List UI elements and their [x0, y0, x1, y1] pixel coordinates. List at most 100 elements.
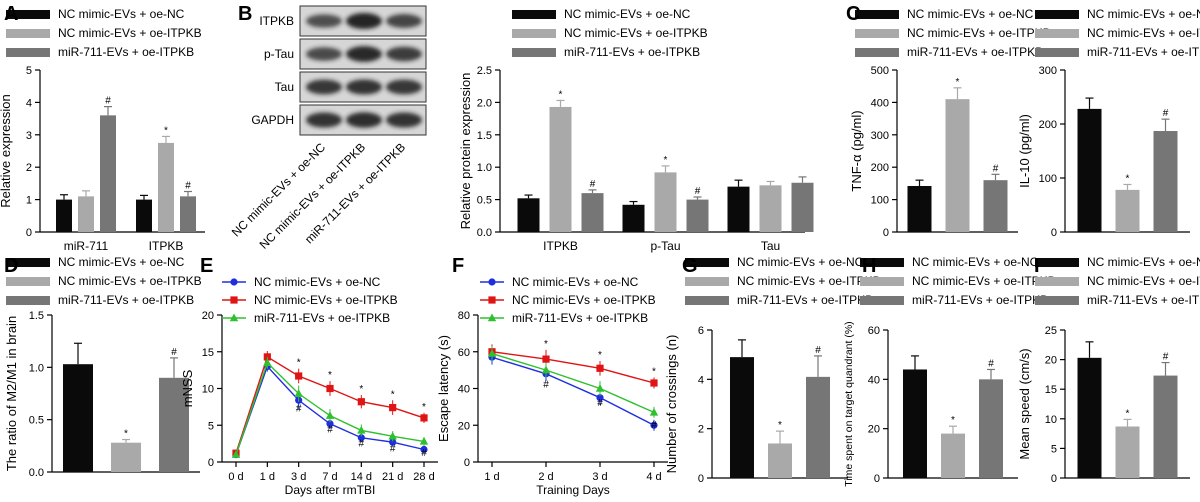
x-tick-label-e-5: 21 d: [382, 471, 403, 483]
significance-mark-f-2: *: [652, 366, 656, 377]
x-tick-label-b-2: Tau: [761, 239, 780, 253]
legend-label-d-0: NC mimic-EVs + oe-NC: [58, 255, 185, 269]
y-tick-label-f-0: 0: [464, 457, 470, 469]
bar-a-0-2: [100, 115, 116, 232]
legend-label-d-1: NC mimic-EVs + oe-ITPKB: [58, 274, 202, 288]
point-f-1-1: [542, 355, 550, 363]
legend-label-b-2: miR-711-EVs + oe-ITPKB: [564, 45, 700, 59]
bar-h-0-1: [941, 433, 965, 478]
significance-mark-b-0-1: *: [559, 89, 563, 100]
legend-swatch-h-1: [860, 277, 904, 286]
x-axis-label-e: Days after rmTBI: [285, 483, 376, 497]
legend-marker-f-1: [488, 296, 496, 304]
y-tick-label-e-3: 15: [202, 347, 214, 359]
bar-h-0-2: [979, 379, 1003, 478]
panel-letter-e: E: [200, 255, 213, 277]
significance-mark-a-1-1: *: [164, 125, 168, 136]
y-tick-label-i-5: 25: [1045, 325, 1057, 337]
point-e-0-4: [357, 434, 365, 442]
bar-h-0-0: [903, 369, 927, 478]
x-tick-label-f-3: 4 d: [646, 471, 661, 483]
blot-band-1-0: [306, 47, 342, 61]
blot-band-2-2: [386, 79, 422, 95]
significance-mark-i-0-2: #: [1163, 352, 1169, 363]
x-tick-label-e-3: 7 d: [322, 471, 337, 483]
y-tick-label-e-1: 5: [208, 420, 214, 432]
point-f-2-0: [487, 349, 497, 357]
y-tick-label-b-2: 1.0: [477, 162, 492, 174]
legend-label-i-0: NC mimic-EVs + oe-NC: [1087, 255, 1200, 269]
legend-marker-e-2: [229, 313, 239, 322]
x-tick-label-f-1: 2 d: [538, 471, 553, 483]
y-tick-label-g-2: 4: [698, 374, 704, 386]
panel-letter-b: B: [238, 3, 252, 25]
y-tick-label-a-2: 2: [26, 162, 32, 174]
bar-d-0-0: [63, 364, 93, 472]
y-tick-label-a-4: 4: [26, 97, 32, 109]
significance-mark-c-0-1: *: [956, 77, 960, 88]
legend-swatch-b-0: [512, 10, 556, 19]
legend-label-e-0: NC mimic-EVs + oe-NC: [254, 275, 381, 289]
legend-label-a-2: miR-711-EVs + oe-ITPKB: [58, 45, 194, 59]
y-tick-label-c2-1: 100: [1039, 173, 1057, 185]
y-tick-label-a-1: 1: [26, 195, 32, 207]
panel-letter-h: H: [862, 255, 876, 277]
significance-mark-e-4: *: [422, 402, 426, 413]
blot-band-2-0: [306, 79, 342, 95]
bar-i-0-2: [1153, 375, 1178, 478]
y-tick-label-d-0: 0.0: [29, 467, 44, 479]
legend-label-c2-1: NC mimic-EVs + oe-ITPKB: [1087, 26, 1200, 40]
point-e-0-6: [420, 445, 428, 454]
significance-mark-f-1: *: [598, 350, 602, 361]
y-axis-label-c2: IL-10 (pg/ml): [1017, 114, 1032, 188]
significance-mark-i-0-1: *: [1126, 408, 1130, 419]
legend-swatch-h-0: [860, 258, 904, 267]
y-tick-label-a-3: 3: [26, 130, 32, 142]
legend-swatch-a-0: [6, 10, 50, 19]
legend-label-h-2: miR-711-EVs + oe-ITPKB: [912, 293, 1048, 307]
x-tick-label-e-1: 1 d: [260, 471, 275, 483]
point-f-2-3: [649, 407, 659, 416]
y-tick-label-f-4: 80: [458, 310, 470, 322]
y-tick-label-i-2: 10: [1045, 414, 1057, 426]
point-e-1-6: [420, 414, 428, 422]
y-tick-label-b-5: 2.5: [477, 65, 492, 77]
significance-mark-f-5: #: [651, 420, 657, 431]
y-tick-label-c2-0: 0: [1051, 227, 1057, 239]
legend-swatch-c-2: [855, 48, 899, 57]
significance-mark-d-0-2: #: [171, 347, 177, 358]
significance-mark-e-6: #: [327, 424, 333, 435]
significance-mark-b-1-1: *: [664, 155, 668, 166]
y-axis-label-d: The ratio of M2/M1 in brain: [4, 316, 19, 471]
legend-swatch-c2-2: [1035, 48, 1079, 57]
bar-c2-0-1: [1115, 189, 1140, 232]
bar-b-0-0: [517, 198, 540, 232]
significance-mark-f-3: #: [543, 379, 549, 390]
y-tick-label-e-4: 20: [202, 310, 214, 322]
significance-mark-f-0: *: [544, 339, 548, 350]
x-tick-label-e-4: 14 d: [351, 471, 372, 483]
significance-mark-e-0: *: [297, 358, 301, 369]
point-f-1-3: [650, 379, 658, 387]
blot-band-1-1: [346, 46, 382, 62]
legend-swatch-c2-0: [1035, 10, 1079, 19]
point-f-2-2: [595, 384, 605, 392]
bar-a-0-0: [56, 199, 72, 232]
significance-mark-e-5: #: [296, 404, 302, 415]
point-e-2-4: [357, 425, 366, 434]
bar-a-0-1: [78, 196, 94, 232]
bar-c-0-2: [983, 180, 1008, 232]
significance-mark-e-2: *: [359, 384, 363, 395]
bar-b-2-0: [727, 186, 750, 232]
point-f-2-1: [541, 365, 551, 374]
y-tick-label-f-1: 20: [458, 420, 470, 432]
y-tick-label-c2-3: 300: [1039, 65, 1057, 77]
point-e-2-5: [388, 431, 397, 440]
y-tick-label-i-4: 20: [1045, 355, 1057, 367]
series-line-f-0: [491, 356, 655, 426]
panel-letter-d: D: [4, 255, 18, 277]
y-axis-label-a: Relative expression: [0, 94, 13, 207]
y-tick-label-h-0: 0: [874, 473, 880, 485]
legend-label-h-1: NC mimic-EVs + oe-ITPKB: [912, 274, 1056, 288]
